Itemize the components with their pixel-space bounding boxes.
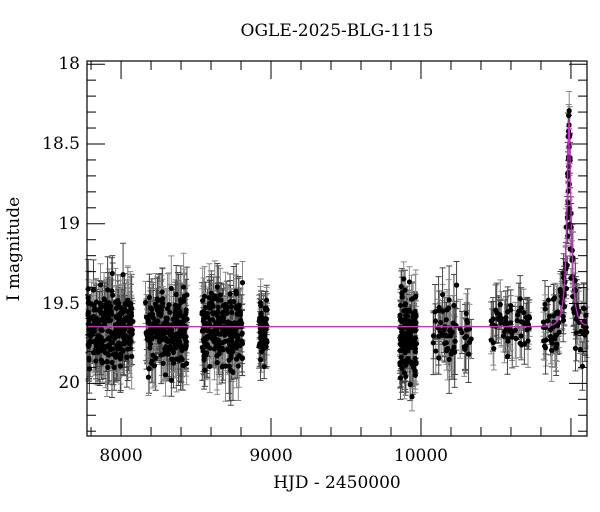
data-points <box>85 108 590 400</box>
axis-ticks <box>87 61 587 436</box>
chart-title: OGLE-2025-BLG-1115 <box>240 21 434 41</box>
x-axis-label: HJD - 2450000 <box>273 473 401 493</box>
y-tick-label: 18.5 <box>42 133 80 154</box>
axes-frame <box>86 60 588 437</box>
x-tick-label: 8000 <box>99 446 143 466</box>
y-tick-label: 18 <box>58 54 80 75</box>
x-tick-label: 10000 <box>393 446 449 466</box>
y-tick-label: 19.5 <box>42 293 80 314</box>
y-tick-label: 19 <box>58 213 80 234</box>
model-curve <box>87 121 588 328</box>
y-tick-label: 20 <box>58 373 80 394</box>
x-tick-label: 9000 <box>249 446 293 466</box>
